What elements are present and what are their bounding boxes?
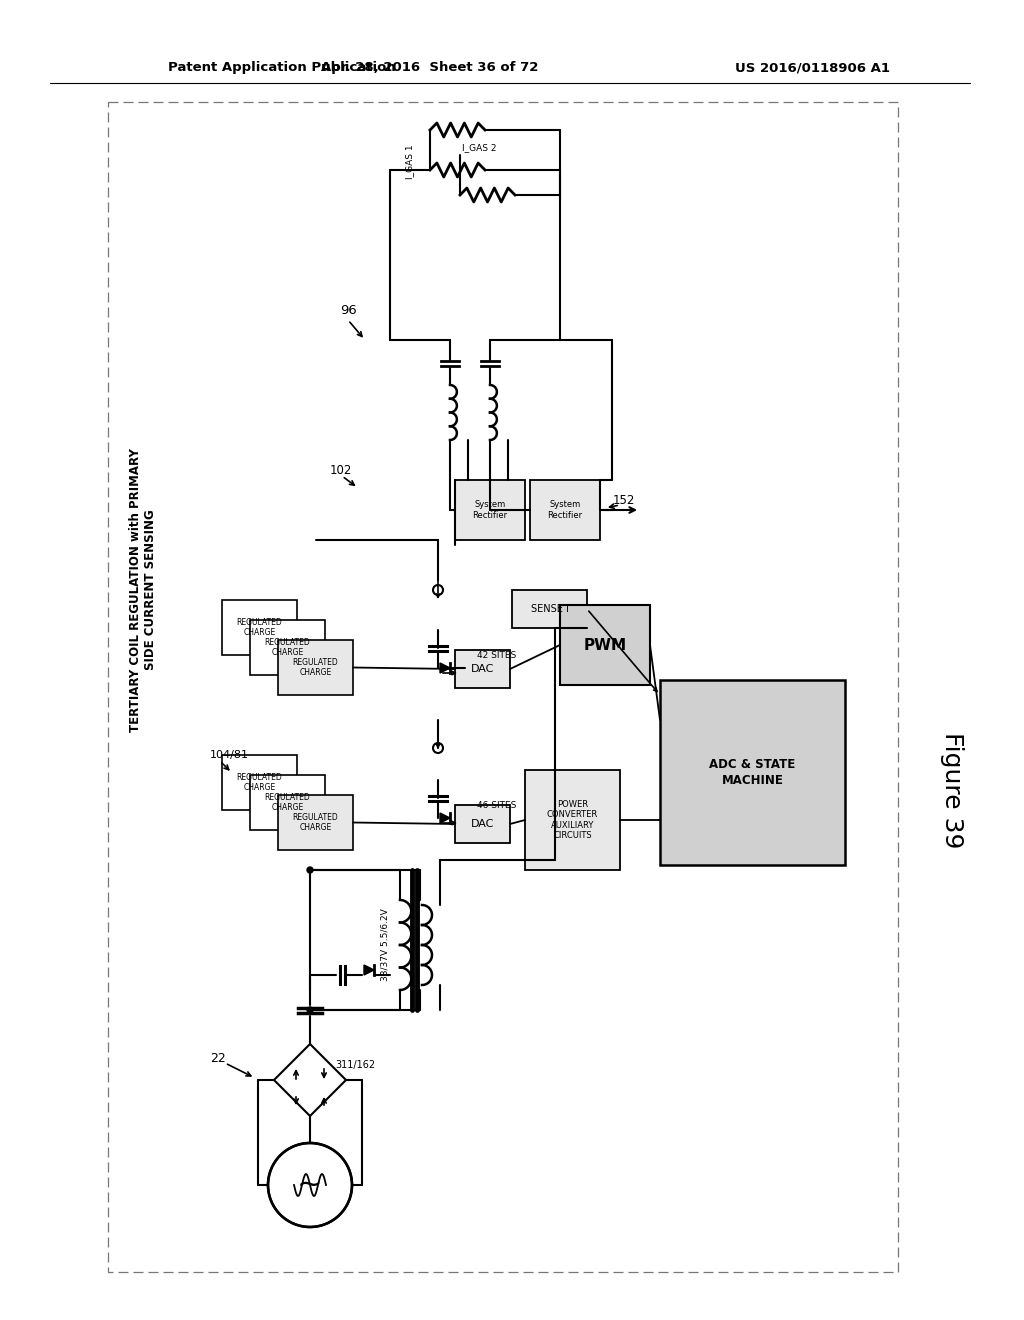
Text: REGULATED
CHARGE: REGULATED CHARGE (264, 638, 310, 657)
Text: Patent Application Publication: Patent Application Publication (168, 62, 395, 74)
Bar (250, 620, 325, 675)
Bar (530, 480, 600, 540)
Text: 311/162: 311/162 (335, 1060, 375, 1071)
Bar (455, 805, 510, 843)
Text: TERTIARY COIL REGULATION with PRIMARY
SIDE CURRENT SENSING: TERTIARY COIL REGULATION with PRIMARY SI… (129, 447, 157, 731)
Text: 33/37V 5.5/6.2V: 33/37V 5.5/6.2V (381, 908, 389, 981)
Text: REGULATED
CHARGE: REGULATED CHARGE (293, 657, 338, 677)
Bar (455, 480, 525, 540)
Text: System
Rectifier: System Rectifier (472, 500, 508, 520)
Polygon shape (440, 813, 450, 822)
Text: Figure 39: Figure 39 (940, 731, 964, 849)
Bar (512, 590, 587, 628)
Text: POWER
CONVERTER
AUXILIARY
CIRCUITS: POWER CONVERTER AUXILIARY CIRCUITS (547, 800, 598, 840)
Bar (278, 795, 353, 850)
Bar (108, 102, 898, 1272)
Text: 104/81: 104/81 (210, 750, 249, 760)
Bar (222, 755, 297, 810)
Bar (660, 680, 845, 865)
Text: SENSE I: SENSE I (530, 605, 568, 614)
Text: REGULATED
CHARGE: REGULATED CHARGE (237, 618, 283, 638)
Bar (525, 770, 620, 870)
Bar (222, 601, 297, 655)
Polygon shape (364, 965, 374, 975)
Text: I_GAS 1: I_GAS 1 (406, 145, 414, 180)
Text: Apr. 28, 2016  Sheet 36 of 72: Apr. 28, 2016 Sheet 36 of 72 (322, 62, 539, 74)
Circle shape (307, 867, 313, 873)
Bar (250, 775, 325, 830)
Bar (455, 649, 510, 688)
Text: I_GAS 2: I_GAS 2 (462, 144, 497, 153)
Text: 42 SITES: 42 SITES (477, 651, 516, 660)
Bar (560, 605, 650, 685)
Text: System
Rectifier: System Rectifier (548, 500, 583, 520)
Text: 46 SITES: 46 SITES (477, 800, 516, 809)
Text: 96: 96 (340, 304, 356, 317)
Text: REGULATED
CHARGE: REGULATED CHARGE (293, 813, 338, 832)
Text: US 2016/0118906 A1: US 2016/0118906 A1 (735, 62, 890, 74)
Bar (278, 640, 353, 696)
Text: 22: 22 (210, 1052, 225, 1064)
Circle shape (307, 1007, 313, 1012)
Text: DAC: DAC (471, 664, 495, 675)
Text: 152: 152 (613, 494, 635, 507)
Text: REGULATED
CHARGE: REGULATED CHARGE (264, 793, 310, 812)
Text: PWM: PWM (584, 638, 627, 652)
Text: 102: 102 (330, 463, 352, 477)
Text: REGULATED
CHARGE: REGULATED CHARGE (237, 772, 283, 792)
Text: ADC & STATE
MACHINE: ADC & STATE MACHINE (710, 759, 796, 787)
Polygon shape (440, 663, 450, 673)
Polygon shape (274, 1044, 346, 1115)
Text: DAC: DAC (471, 818, 495, 829)
Text: ~: ~ (297, 1171, 323, 1200)
